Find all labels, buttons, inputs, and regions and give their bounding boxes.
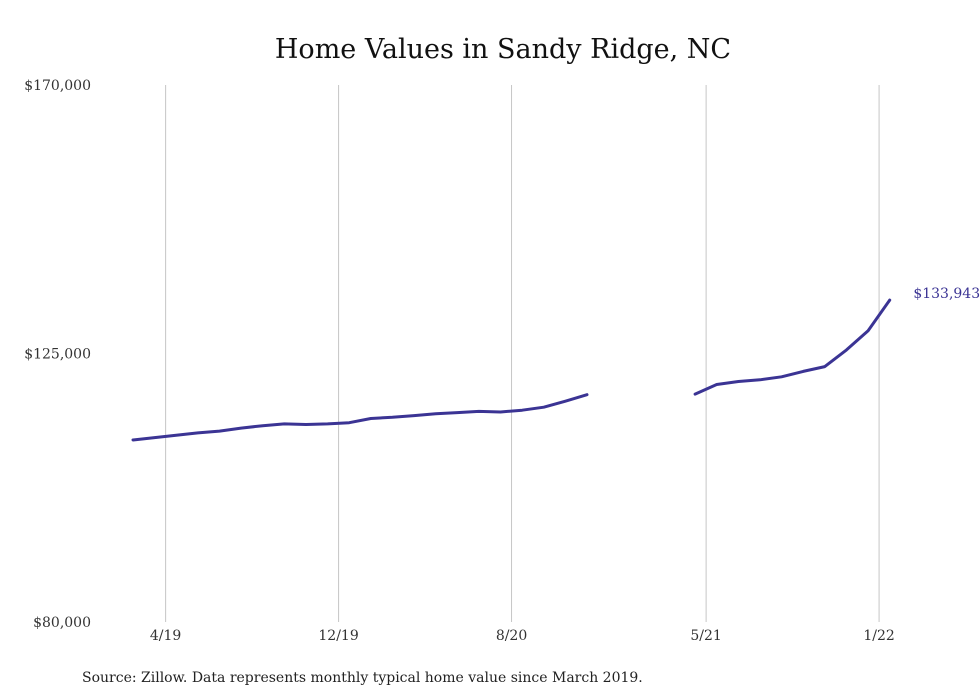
series-segment-0 [131,393,589,442]
y-tick-label: $125,000 [24,347,91,363]
y-axis: $170,000 $125,000 $80,000 [24,78,91,631]
chart-title: Home Values in Sandy Ridge, NC [275,34,731,65]
gridlines [165,85,880,622]
x-tick-label: 5/21 [690,628,721,644]
y-tick-label: $170,000 [24,78,91,94]
series-home-value [131,298,892,442]
y-tick-label: $80,000 [33,615,91,631]
annotations: $133,943 [913,286,980,302]
x-tick-label: 8/20 [496,628,527,644]
source-note: Source: Zillow. Data represents monthly … [82,670,643,686]
end-value-label: $133,943 [913,286,980,302]
x-tick-label: 4/19 [150,628,181,644]
x-axis: 4/19 12/19 8/20 5/21 1/22 [150,628,895,644]
series-segment-1 [693,298,892,396]
x-tick-label: 1/22 [863,628,894,644]
x-tick-label: 12/19 [318,628,358,644]
